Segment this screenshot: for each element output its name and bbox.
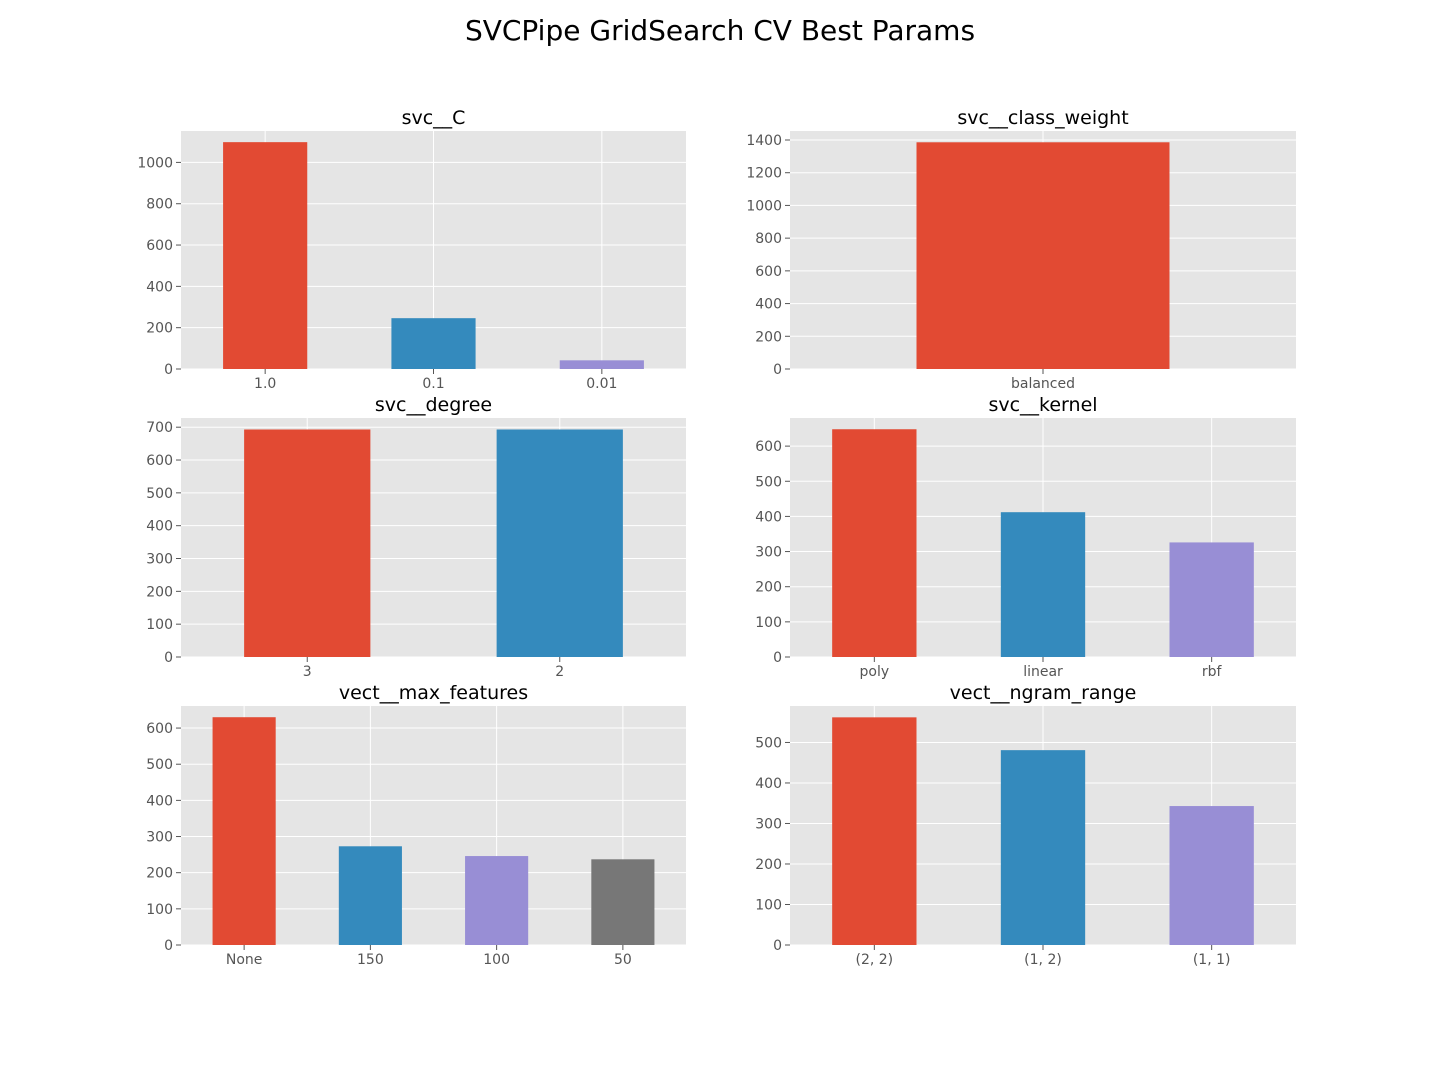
x-tick-label: poly <box>860 664 890 680</box>
subplot-5: 0 100 200 300 400 500 600 None 150 100 50 vect__max… <box>146 682 686 968</box>
bar-balanced <box>916 142 1170 369</box>
subplot-3: 0 100 200 300 400 500 600 700 3 2 svc__degree <box>146 394 686 680</box>
bar-0.1 <box>391 318 476 369</box>
y-tick-label: 400 <box>755 776 782 792</box>
y-tick-label: 200 <box>755 857 782 873</box>
subplot-title: vect__max_features <box>339 682 528 704</box>
y-tick-label: 500 <box>146 486 173 502</box>
y-tick-label: 100 <box>146 617 173 633</box>
y-tick-label: 1000 <box>137 155 173 171</box>
subplot-2: 0 200 400 600 800 1000 1200 1400 balanced svc__cl… <box>746 107 1296 392</box>
y-tick-label: 400 <box>755 297 782 313</box>
x-tick-label: 2 <box>555 664 564 680</box>
subplot-4: 0 100 200 300 400 500 600 poly linear rbf svc__ker… <box>755 394 1296 680</box>
bar-(1, 2) <box>1000 750 1086 945</box>
x-tick-label: None <box>226 952 263 968</box>
y-tick-label: 1200 <box>746 166 782 182</box>
y-tick-label: 300 <box>755 816 782 832</box>
x-tick-label: (1, 1) <box>1193 952 1231 968</box>
x-tick-label: 3 <box>303 664 312 680</box>
y-tick-label: 1400 <box>746 133 782 149</box>
bar-150 <box>338 846 402 945</box>
y-tick-label: 300 <box>146 830 173 846</box>
bar-100 <box>465 856 529 945</box>
y-tick-label: 300 <box>146 552 173 568</box>
bar-(1, 1) <box>1169 806 1254 945</box>
y-tick-label: 200 <box>146 584 173 600</box>
y-tick-label: 400 <box>146 793 173 809</box>
x-tick-label: 1.0 <box>254 376 276 392</box>
x-tick-label: 50 <box>614 952 632 968</box>
subplot-title: svc__kernel <box>988 394 1097 416</box>
y-tick-label: 100 <box>755 615 782 631</box>
y-tick-label: 0 <box>164 650 173 666</box>
bar-2 <box>496 429 623 657</box>
y-tick-label: 200 <box>146 866 173 882</box>
x-tick-label: (2, 2) <box>856 952 894 968</box>
y-tick-label: 200 <box>755 580 782 596</box>
x-tick-label: 100 <box>483 952 510 968</box>
y-tick-label: 0 <box>773 362 782 378</box>
x-tick-label: balanced <box>1011 376 1075 392</box>
y-tick-label: 100 <box>146 902 173 918</box>
bar-linear <box>1000 512 1086 657</box>
y-tick-label: 200 <box>146 321 173 337</box>
y-tick-label: 200 <box>755 329 782 345</box>
x-tick-label: linear <box>1023 664 1063 680</box>
bar-rbf <box>1169 542 1254 657</box>
y-tick-label: 600 <box>146 453 173 469</box>
x-tick-label: rbf <box>1202 664 1223 680</box>
y-tick-label: 100 <box>755 897 782 913</box>
subplot-title: svc__class_weight <box>957 107 1128 129</box>
y-tick-label: 500 <box>755 735 782 751</box>
x-tick-label: (1, 2) <box>1024 952 1062 968</box>
y-tick-label: 700 <box>146 420 173 436</box>
bar-poly <box>832 429 917 657</box>
subplot-title: svc__C <box>402 107 466 129</box>
subplot-title: svc__degree <box>375 394 492 416</box>
y-tick-label: 600 <box>146 238 173 254</box>
y-tick-label: 800 <box>755 231 782 247</box>
y-tick-label: 400 <box>146 519 173 535</box>
y-tick-label: 500 <box>755 474 782 490</box>
subplot-6: 0 100 200 300 400 500 (2, 2) (1, 2) (1, 1) vect__… <box>755 682 1296 968</box>
y-tick-label: 0 <box>164 938 173 954</box>
y-tick-label: 0 <box>773 650 782 666</box>
y-tick-label: 600 <box>755 439 782 455</box>
bar-1.0 <box>223 142 308 369</box>
y-tick-label: 0 <box>773 938 782 954</box>
y-tick-label: 400 <box>755 509 782 525</box>
bar-0.01 <box>559 360 644 369</box>
y-tick-label: 1000 <box>746 198 782 214</box>
y-tick-label: 600 <box>755 264 782 280</box>
y-tick-label: 400 <box>146 279 173 295</box>
subplot-title: vect__ngram_range <box>950 682 1137 704</box>
bar-3 <box>244 429 371 657</box>
y-tick-label: 600 <box>146 721 173 737</box>
x-tick-label: 0.01 <box>586 376 617 392</box>
y-tick-label: 500 <box>146 757 173 773</box>
bar-50 <box>591 859 655 945</box>
subplot-1: 0 200 400 600 800 1000 1.0 0.1 0.01 svc__C <box>137 107 686 392</box>
bar-None <box>212 717 276 945</box>
x-tick-label: 150 <box>357 952 384 968</box>
y-tick-label: 0 <box>164 362 173 378</box>
bar-(2, 2) <box>832 717 917 945</box>
y-tick-label: 300 <box>755 545 782 561</box>
figure-suptitle: SVCPipe GridSearch CV Best Params <box>464 14 976 47</box>
y-tick-label: 800 <box>146 197 173 213</box>
x-tick-label: 0.1 <box>422 376 444 392</box>
